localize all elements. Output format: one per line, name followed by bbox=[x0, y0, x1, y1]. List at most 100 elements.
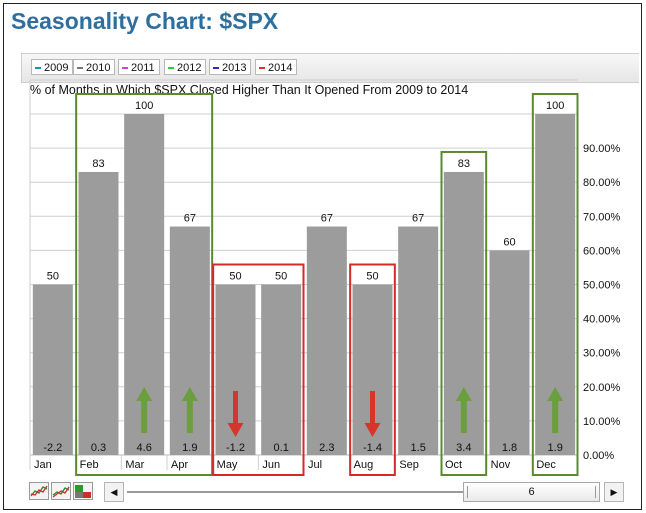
scroll-value: 6 bbox=[528, 486, 535, 498]
bar-value-label: 50 bbox=[229, 271, 241, 283]
bar-value-label: 67 bbox=[184, 213, 196, 225]
month-label: Apr bbox=[171, 459, 188, 471]
y-tick-label: 30.00% bbox=[583, 348, 621, 360]
arrow-head bbox=[136, 387, 153, 401]
highlight-box-dec bbox=[531, 93, 579, 476]
legend-label: 2011 bbox=[131, 62, 155, 74]
bar-bottom-label: -1.4 bbox=[363, 442, 382, 454]
bar-bottom-label: 0.1 bbox=[274, 442, 289, 454]
month-label: May bbox=[217, 459, 238, 471]
arrow-up-oct bbox=[455, 387, 472, 433]
bar-bottom-label: -1.2 bbox=[226, 442, 245, 454]
y-tick-label: 90.00% bbox=[583, 143, 621, 155]
arrow-shaft bbox=[370, 391, 375, 425]
bar-value-label: 83 bbox=[458, 158, 470, 170]
y-tick-label: 80.00% bbox=[583, 177, 621, 189]
bar-value-label: 67 bbox=[321, 213, 333, 225]
legend-item-2013[interactable]: 2013 bbox=[209, 59, 252, 75]
y-tick-label: 50.00% bbox=[583, 280, 621, 292]
legend-label: 2009 bbox=[44, 62, 69, 74]
legend-swatch bbox=[259, 67, 265, 70]
legend-item-2011[interactable]: 2011 bbox=[118, 59, 160, 75]
y-tick-label: 70.00% bbox=[583, 211, 621, 223]
line-chart-icon[interactable] bbox=[29, 482, 49, 500]
legend-swatch bbox=[213, 67, 219, 70]
bar-bottom-label: 1.9 bbox=[548, 442, 563, 454]
legend-item-2012[interactable]: 2012 bbox=[164, 59, 207, 75]
bar-bottom-label: 0.3 bbox=[91, 442, 106, 454]
legend-swatch bbox=[122, 67, 128, 70]
legend-item-2014[interactable]: 2014 bbox=[255, 59, 298, 75]
arrow-down-aug bbox=[364, 391, 381, 437]
month-label: Feb bbox=[80, 459, 99, 471]
arrow-shaft bbox=[186, 399, 193, 433]
legend-item-2009[interactable]: 2009 bbox=[31, 59, 74, 75]
bar-bottom-label: 1.5 bbox=[411, 442, 426, 454]
y-tick-label: 10.00% bbox=[583, 416, 621, 428]
month-label: Nov bbox=[491, 459, 511, 471]
scroll-thumb[interactable]: 6 bbox=[463, 482, 600, 502]
bar-value-label: 100 bbox=[135, 100, 153, 112]
legend-label: 2014 bbox=[268, 62, 293, 74]
scroll-left-button[interactable]: ◀ bbox=[104, 482, 124, 502]
y-tick-label: 40.00% bbox=[583, 314, 621, 326]
month-label: Aug bbox=[354, 459, 374, 471]
page-title: Seasonality Chart: $SPX bbox=[11, 8, 279, 34]
legend-label: 2010 bbox=[86, 62, 111, 74]
area-chart-icon[interactable] bbox=[51, 482, 71, 500]
scroll-right-button[interactable]: ▶ bbox=[604, 482, 624, 502]
legend-swatch bbox=[168, 67, 174, 70]
month-label: Jun bbox=[262, 459, 280, 471]
month-label: Oct bbox=[445, 459, 462, 471]
arrow-up-apr bbox=[181, 387, 198, 433]
scroll-track[interactable] bbox=[127, 491, 463, 493]
bar-value-label: 50 bbox=[275, 271, 287, 283]
grip-right bbox=[595, 486, 596, 498]
arrow-up-mar bbox=[136, 387, 153, 433]
arrow-head bbox=[227, 423, 244, 437]
legend-swatch bbox=[77, 67, 83, 70]
arrow-shaft bbox=[141, 399, 148, 433]
legend-label: 2013 bbox=[222, 62, 247, 74]
highlight-box-feb-mar-apr bbox=[75, 93, 214, 476]
bar-nov bbox=[489, 250, 530, 455]
arrow-shaft bbox=[233, 391, 238, 425]
legend-item-2010[interactable]: 2010 bbox=[73, 59, 116, 75]
bar-value-label: 50 bbox=[366, 271, 378, 283]
bar-value-label: 67 bbox=[412, 213, 424, 225]
month-label: Jan bbox=[34, 459, 52, 471]
bar-jul bbox=[306, 226, 347, 455]
bar-value-label: 50 bbox=[47, 271, 59, 283]
bar-value-label: 60 bbox=[503, 236, 515, 248]
month-label: Mar bbox=[125, 459, 144, 471]
bar-value-label: 83 bbox=[92, 158, 104, 170]
arrow-head bbox=[455, 387, 472, 401]
highlight-box-aug bbox=[349, 263, 396, 476]
bar-value-label: 100 bbox=[546, 100, 564, 112]
bar-chart-icon[interactable] bbox=[73, 482, 93, 500]
highlight-box-oct bbox=[440, 150, 488, 476]
bar-feb bbox=[78, 171, 119, 455]
bar-sep bbox=[398, 226, 439, 455]
y-tick-label: 20.00% bbox=[583, 382, 621, 394]
month-label: Dec bbox=[536, 459, 556, 471]
month-label: Jul bbox=[308, 459, 322, 471]
y-tick-label: 0.00% bbox=[583, 450, 614, 462]
arrow-shaft bbox=[552, 399, 559, 433]
arrow-head bbox=[364, 423, 381, 437]
arrow-head bbox=[547, 387, 564, 401]
bar-bottom-label: -2.2 bbox=[43, 442, 62, 454]
bar-bottom-label: 1.8 bbox=[502, 442, 517, 454]
arrow-shaft bbox=[460, 399, 467, 433]
y-tick-label: 60.00% bbox=[583, 245, 621, 257]
bar-jun bbox=[261, 284, 302, 455]
bar-bottom-label: 4.6 bbox=[137, 442, 152, 454]
arrow-up-dec bbox=[547, 387, 564, 433]
bar-bottom-label: 3.4 bbox=[456, 442, 471, 454]
arrow-head bbox=[181, 387, 198, 401]
legend-label: 2012 bbox=[177, 62, 202, 74]
bar-bottom-label: 1.9 bbox=[182, 442, 197, 454]
bar-jan bbox=[32, 284, 73, 455]
highlight-box-may-jun bbox=[212, 263, 305, 476]
